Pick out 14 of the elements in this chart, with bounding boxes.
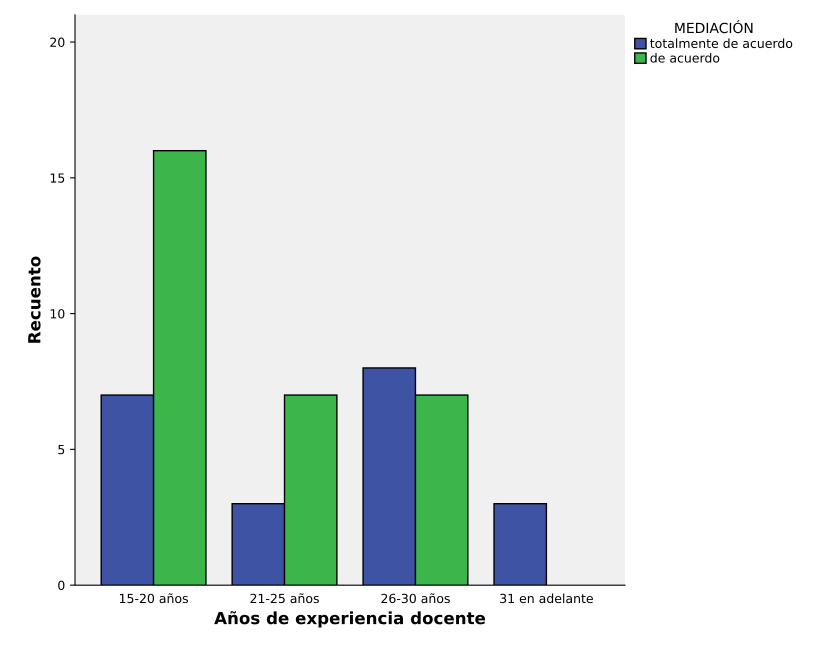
legend-label: totalmente de acuerdo bbox=[650, 38, 792, 48]
x-tick-label: 31 en adelante bbox=[500, 593, 593, 604]
x-tick-label: 21-25 años bbox=[250, 593, 319, 604]
x-axis-title: Años de experiencia docente bbox=[214, 611, 486, 628]
y-tick-label: 0 bbox=[58, 580, 64, 590]
y-tick-label: 10 bbox=[50, 309, 64, 319]
legend-title: MEDIACIÓN bbox=[675, 20, 752, 34]
y-tick-label: 5 bbox=[58, 445, 64, 454]
y-tick-label: 15 bbox=[50, 173, 64, 183]
y-tick-label: 20 bbox=[50, 38, 64, 47]
x-tick-label: 26-30 años bbox=[381, 593, 450, 604]
legend-label: de acuerdo bbox=[650, 52, 720, 63]
y-axis-title: Recuento bbox=[28, 256, 41, 343]
x-tick-label: 15-20 años bbox=[120, 593, 188, 604]
